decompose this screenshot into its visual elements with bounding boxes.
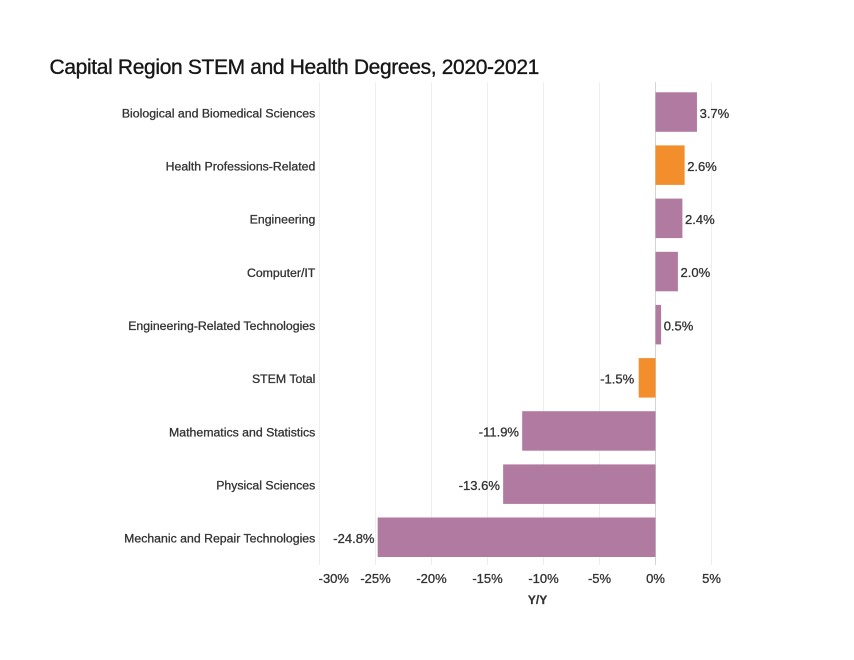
svg-text:2.6%: 2.6% bbox=[687, 159, 717, 174]
svg-text:-1.5%: -1.5% bbox=[600, 372, 634, 387]
svg-text:-20%: -20% bbox=[416, 571, 447, 586]
svg-text:Engineering-Related Technologi: Engineering-Related Technologies bbox=[128, 319, 315, 333]
svg-text:-24.8%: -24.8% bbox=[333, 531, 375, 546]
svg-text:-11.9%: -11.9% bbox=[479, 425, 520, 440]
svg-text:STEM Total: STEM Total bbox=[252, 372, 315, 386]
svg-text:0.5%: 0.5% bbox=[664, 318, 694, 333]
svg-text:Engineering: Engineering bbox=[250, 213, 316, 227]
svg-text:Health Professions-Related: Health Professions-Related bbox=[166, 160, 316, 174]
svg-text:-25%: -25% bbox=[360, 571, 391, 586]
svg-text:2.0%: 2.0% bbox=[681, 265, 711, 280]
svg-text:-5%: -5% bbox=[588, 571, 612, 586]
svg-text:Y/Y: Y/Y bbox=[528, 593, 547, 607]
svg-text:Physical Sciences: Physical Sciences bbox=[216, 479, 315, 493]
svg-text:-10%: -10% bbox=[528, 571, 559, 586]
svg-text:2.4%: 2.4% bbox=[685, 212, 715, 227]
svg-text:-15%: -15% bbox=[472, 571, 503, 586]
svg-text:3.7%: 3.7% bbox=[700, 106, 730, 121]
svg-text:Mechanic and Repair Technologi: Mechanic and Repair Technologies bbox=[124, 532, 315, 546]
svg-text:Biological and Biomedical Scie: Biological and Biomedical Sciences bbox=[122, 106, 315, 120]
svg-text:0%: 0% bbox=[646, 571, 665, 586]
svg-text:Computer/IT: Computer/IT bbox=[247, 266, 316, 280]
svg-text:-30%: -30% bbox=[319, 571, 350, 586]
svg-text:5%: 5% bbox=[702, 571, 721, 586]
svg-text:Capital Region STEM and Health: Capital Region STEM and Health Degrees, … bbox=[50, 56, 540, 79]
svg-text:-13.6%: -13.6% bbox=[459, 478, 501, 493]
svg-text:Mathematics and Statistics: Mathematics and Statistics bbox=[169, 425, 315, 439]
